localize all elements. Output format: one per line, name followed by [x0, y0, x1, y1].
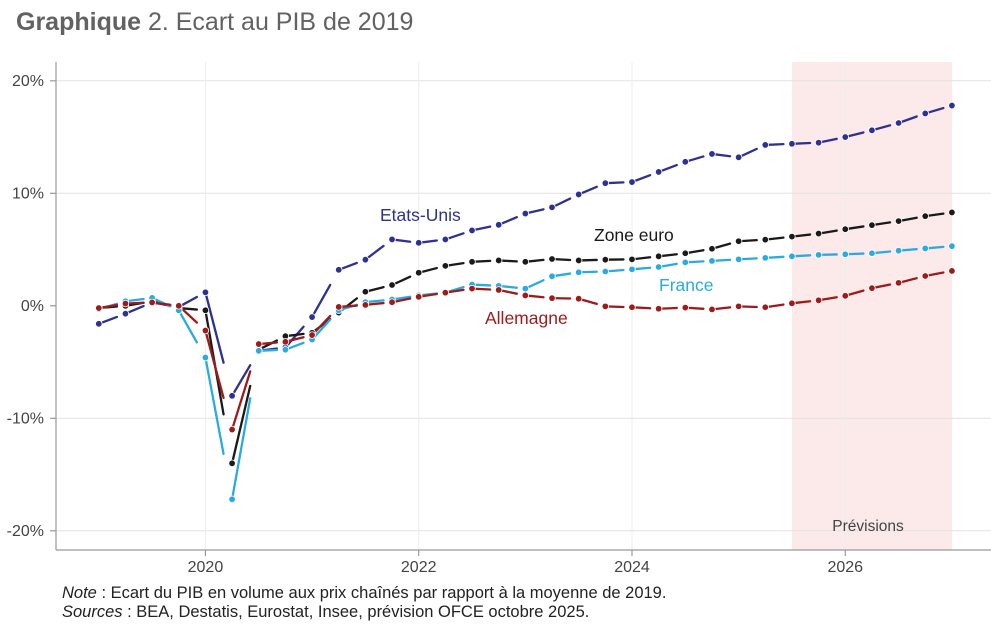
svg-text:2020: 2020	[188, 559, 224, 576]
svg-text:Zone euro: Zone euro	[594, 225, 674, 245]
svg-text:Etats-Unis: Etats-Unis	[380, 205, 461, 225]
svg-text:20%: 20%	[12, 73, 44, 90]
svg-text:Prévisions: Prévisions	[832, 518, 904, 535]
svg-text:France: France	[659, 275, 713, 295]
svg-text:10%: 10%	[12, 185, 44, 202]
svg-text:-10%: -10%	[7, 410, 44, 427]
svg-text:2022: 2022	[401, 559, 437, 576]
svg-text:Allemagne: Allemagne	[485, 308, 568, 328]
svg-text:-20%: -20%	[7, 523, 44, 540]
svg-text:2026: 2026	[827, 559, 863, 576]
svg-text:0%: 0%	[21, 298, 44, 315]
svg-text:2024: 2024	[614, 559, 650, 576]
